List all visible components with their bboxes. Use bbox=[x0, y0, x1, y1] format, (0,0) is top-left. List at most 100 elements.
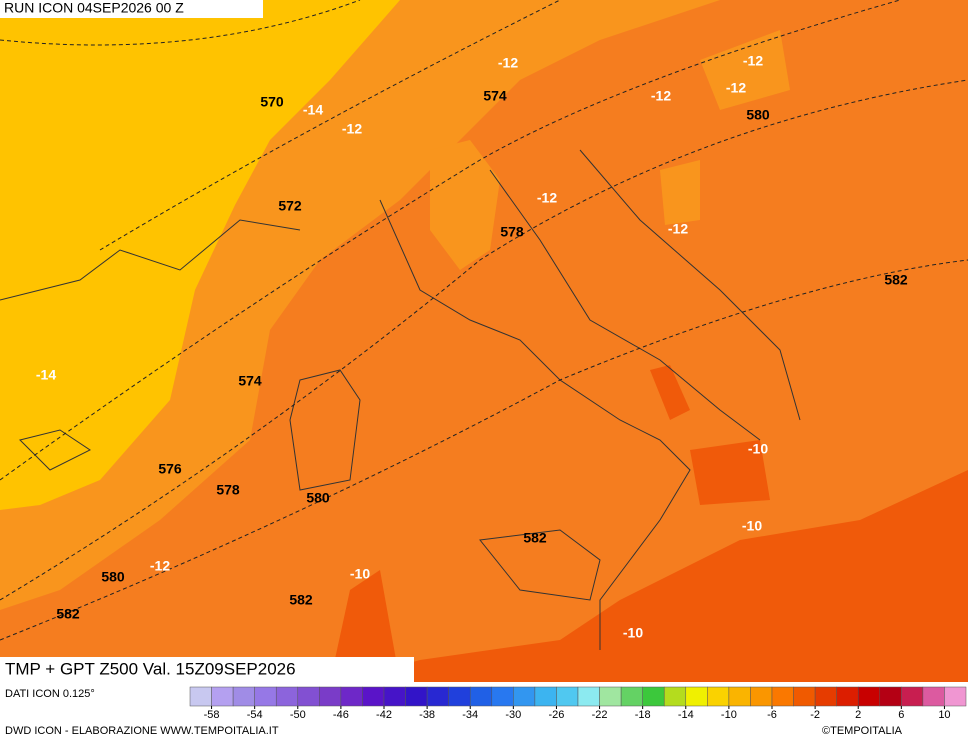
contour-label: 580 bbox=[306, 490, 330, 506]
coast bbox=[579, 149, 801, 421]
swatch bbox=[944, 686, 967, 707]
contour-label: 578 bbox=[216, 482, 240, 498]
patch bbox=[690, 440, 770, 505]
swatch bbox=[857, 686, 881, 707]
tick-label: -46 bbox=[333, 709, 349, 721]
run-title: RUN ICON 04SEP2026 00 Z bbox=[4, 0, 184, 16]
swatch bbox=[728, 686, 751, 707]
contour-label: 574 bbox=[483, 88, 507, 104]
tick-label: -6 bbox=[767, 709, 777, 721]
contour-label: -12 bbox=[498, 55, 518, 71]
credit: DWD ICON - ELABORAZIONE WWW.TEMPOITALIA.… bbox=[5, 725, 279, 737]
swatch bbox=[663, 686, 687, 707]
swatch bbox=[319, 686, 342, 707]
swatch bbox=[685, 686, 708, 707]
swatch bbox=[275, 686, 299, 707]
swatch bbox=[599, 686, 622, 707]
contour-label: -12 bbox=[743, 53, 763, 69]
swatch bbox=[405, 686, 428, 707]
contours bbox=[0, 0, 968, 641]
contour-label: -10 bbox=[742, 518, 762, 534]
contour-label: -12 bbox=[150, 558, 170, 574]
swatch bbox=[901, 686, 924, 707]
coast bbox=[379, 199, 691, 650]
swatch bbox=[297, 686, 320, 707]
tick-label: -42 bbox=[376, 709, 392, 721]
contour-label: 574 bbox=[238, 373, 262, 389]
tick-label: -14 bbox=[678, 709, 694, 721]
swatch bbox=[556, 686, 579, 707]
contour-label: 582 bbox=[884, 272, 908, 288]
contour-label: -12 bbox=[342, 121, 362, 137]
colorbar: -58 -54 -50 -46 -42 -38 -34 -30 -26 -22 -18 -14 -10-… bbox=[189, 686, 967, 721]
swatch bbox=[362, 686, 385, 707]
swatch bbox=[340, 686, 363, 707]
swatch bbox=[232, 686, 255, 707]
swatch bbox=[750, 686, 773, 707]
tick-label: -58 bbox=[204, 709, 220, 721]
swatch bbox=[771, 686, 794, 707]
tick-label: -30 bbox=[505, 709, 521, 721]
tick-label: -26 bbox=[548, 709, 564, 721]
swatch bbox=[577, 686, 600, 707]
contour-label: -10 bbox=[623, 625, 643, 641]
contour-label: -14 bbox=[36, 367, 56, 383]
tick-label: -18 bbox=[635, 709, 651, 721]
map-fields bbox=[0, 0, 968, 682]
swatch bbox=[620, 686, 643, 707]
contour-label: -12 bbox=[537, 190, 557, 206]
data-source: DATI ICON 0.125° bbox=[5, 688, 95, 700]
caption: TMP + GPT Z500 Val. 15Z09SEP2026 bbox=[5, 659, 296, 678]
tick-label: 2 bbox=[855, 709, 861, 721]
contour bbox=[0, 79, 968, 601]
contour-label: 576 bbox=[158, 461, 182, 477]
tick-label: -54 bbox=[247, 709, 263, 721]
swatch bbox=[189, 686, 212, 707]
contour bbox=[99, 0, 561, 251]
contour-label: -10 bbox=[748, 441, 768, 457]
contour-label: 582 bbox=[56, 606, 80, 622]
tick-label: -2 bbox=[810, 709, 820, 721]
swatch bbox=[642, 686, 665, 707]
contour-label: 580 bbox=[101, 569, 125, 585]
swatch bbox=[922, 686, 945, 707]
header-box bbox=[0, 0, 263, 18]
swatch bbox=[707, 686, 730, 707]
swatch bbox=[426, 686, 449, 707]
tick-label: -38 bbox=[419, 709, 435, 721]
swatch bbox=[879, 686, 902, 707]
contour-label: -12 bbox=[668, 221, 688, 237]
caption-box bbox=[0, 657, 414, 682]
swatch bbox=[211, 686, 234, 707]
field-dark bbox=[340, 470, 968, 682]
contour-label: 578 bbox=[500, 224, 524, 240]
island bbox=[479, 529, 601, 601]
patch bbox=[700, 30, 790, 110]
tick-label: 6 bbox=[898, 709, 904, 721]
coast bbox=[0, 219, 301, 301]
tick-label: -10 bbox=[721, 709, 737, 721]
contour-label: 582 bbox=[289, 592, 313, 608]
contour bbox=[0, 0, 361, 46]
contour-label: -10 bbox=[350, 566, 370, 582]
coast bbox=[489, 169, 761, 441]
contour-label: -12 bbox=[651, 88, 671, 104]
patch bbox=[330, 570, 400, 682]
patch bbox=[650, 365, 690, 420]
swatch bbox=[491, 686, 514, 707]
tick-label: -22 bbox=[592, 709, 608, 721]
field-yellow bbox=[0, 0, 400, 510]
tick-label: -34 bbox=[462, 709, 478, 721]
swatch bbox=[513, 686, 536, 707]
coastlines bbox=[0, 149, 801, 650]
swatch bbox=[793, 686, 816, 707]
swatch bbox=[469, 686, 493, 707]
contour-label: 582 bbox=[523, 530, 547, 546]
contour-label: -14 bbox=[303, 102, 323, 118]
contour-label: 572 bbox=[278, 198, 302, 214]
swatch bbox=[383, 686, 406, 707]
contour-label: 580 bbox=[746, 107, 770, 123]
swatch bbox=[836, 686, 859, 707]
